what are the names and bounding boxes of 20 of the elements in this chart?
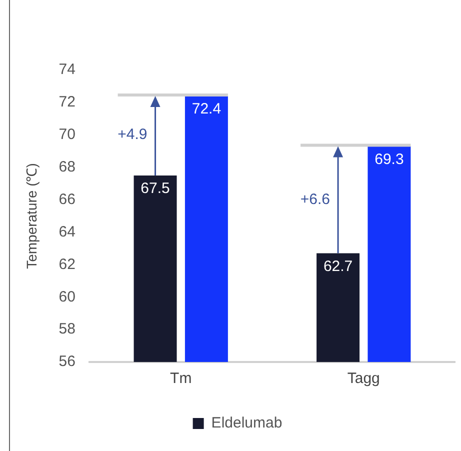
y-tick-label: 74	[58, 61, 76, 78]
x-tick-label: Tm	[170, 370, 192, 388]
annotation: +6.6	[300, 190, 330, 208]
y-tick-label: 62	[58, 256, 76, 273]
y-tick-label: 72	[58, 94, 76, 111]
y-axis-title: Temperature (℃)	[23, 163, 40, 269]
data-label: 69.3	[374, 150, 404, 168]
annotation: +4.9	[118, 126, 148, 144]
y-tick-label: 66	[58, 190, 76, 208]
legend-label: Eldelumab	[211, 414, 282, 432]
y-tick-label: 70	[58, 126, 76, 144]
y-tick-label: 60	[58, 288, 76, 306]
data-label: 62.7	[323, 258, 353, 275]
y-tick-label: 56	[58, 353, 76, 370]
x-tick-label: Tagg	[347, 370, 380, 388]
y-tick-label: 64	[58, 223, 76, 240]
y-tick-label: 58	[58, 320, 76, 338]
data-label: 72.4	[192, 100, 222, 118]
y-tick-label: 68	[58, 158, 76, 176]
data-label: 67.5	[140, 180, 170, 198]
